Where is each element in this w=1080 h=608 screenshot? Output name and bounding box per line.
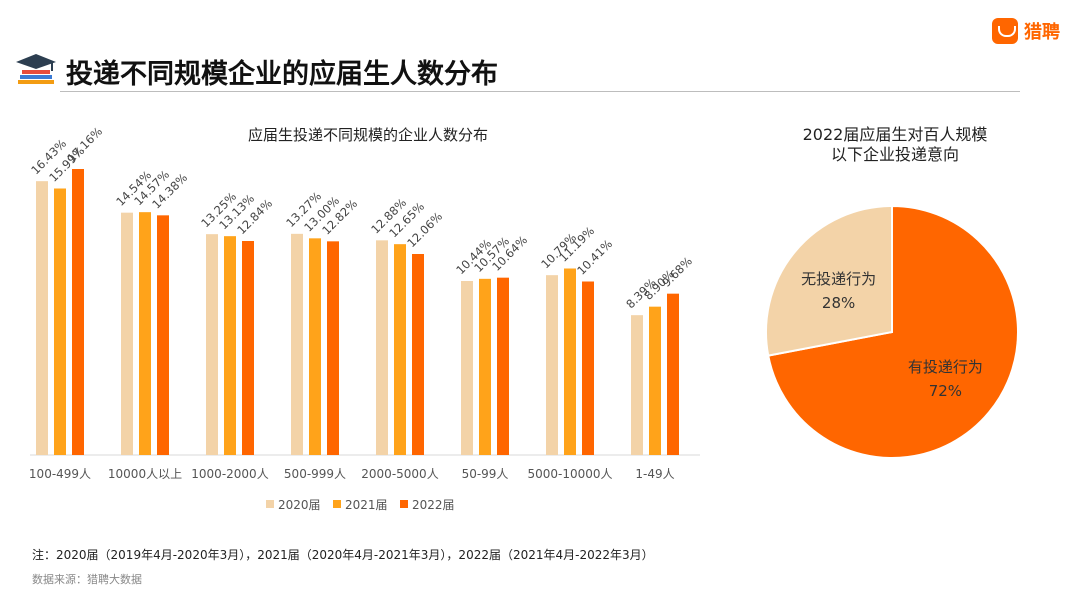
pie-slice-value: 72% [929,382,962,400]
bar [564,268,576,455]
category-label: 2000-5000人 [361,467,438,481]
category-label: 500-999人 [284,467,346,481]
bar [667,293,679,455]
pie-slice [765,204,893,357]
brand-name: 猎聘 [1024,22,1060,43]
bar [121,212,133,455]
bar [242,241,254,455]
bar [291,233,303,455]
bar [327,241,339,455]
bar [72,169,84,455]
liepin-logo-icon [992,18,1018,44]
category-label: 1000-2000人 [191,467,268,481]
bar [582,281,594,455]
bar [376,240,388,455]
bar [206,234,218,455]
category-label: 100-499人 [29,467,91,481]
bar-value-label: 17.16% [64,124,105,165]
bar [412,254,424,455]
bar [546,275,558,455]
bar [497,277,509,455]
bar [394,244,406,455]
legend-swatch [266,500,274,508]
bar [309,238,321,455]
category-label: 1-49人 [635,467,674,481]
category-label: 5000-10000人 [527,467,612,481]
graduation-cap-icon [16,54,56,84]
data-source: 数据来源：猎聘大数据 [32,573,142,586]
bar-chart-title: 应届生投递不同规模的企业人数分布 [248,126,488,144]
bar [36,181,48,455]
bar [479,278,491,455]
legend-label: 2021届 [345,498,388,512]
pie-chart-title: 以下企业投递意向 [831,145,959,164]
pie-chart-title: 2022届应届生对百人规模 [803,125,988,144]
bar [649,306,661,455]
pie-slice-label: 无投递行为 [801,270,876,288]
category-label: 10000人以上 [108,467,182,481]
legend-label: 2020届 [278,498,321,512]
pie-slice-value: 28% [822,294,855,312]
category-label: 50-99人 [462,467,509,481]
pie-slice-label: 有投递行为 [908,358,983,376]
footnote: 注：2020届（2019年4月-2020年3月），2021届（2020年4月-2… [32,548,654,562]
bar [54,188,66,455]
bar [139,212,151,455]
legend-label: 2022届 [412,498,455,512]
header-divider [60,91,1020,92]
bar [224,236,236,455]
brand-logo: 猎聘 [992,18,1060,44]
bar-chart: 应届生投递不同规模的企业人数分布16.43%15.99%17.16%100-49… [28,124,700,512]
legend-swatch [400,500,408,508]
legend-swatch [333,500,341,508]
bar [157,215,169,455]
bar [461,281,473,455]
bar [631,315,643,455]
page-title: 投递不同规模企业的应届生人数分布 [66,59,498,90]
pie-slice [767,204,1019,459]
